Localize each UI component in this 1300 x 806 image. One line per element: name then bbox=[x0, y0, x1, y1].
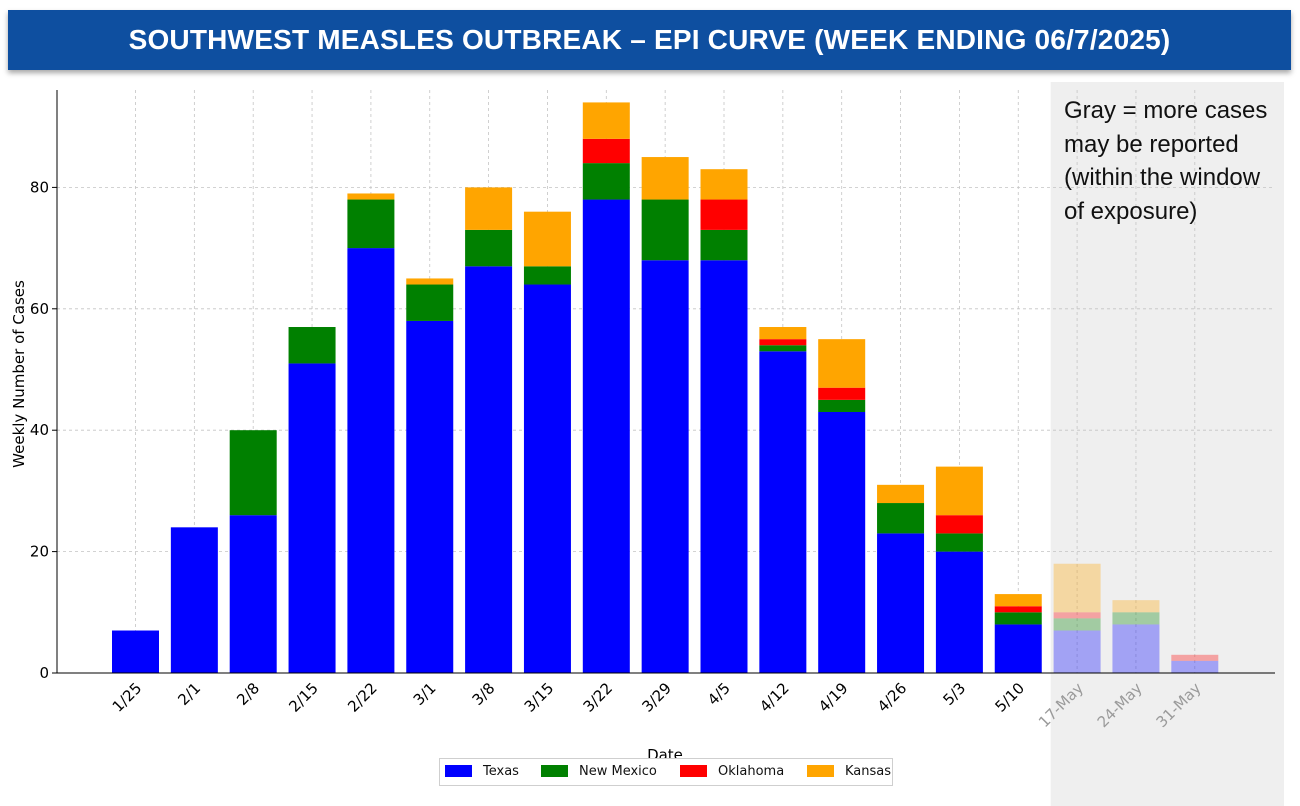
bar-texas bbox=[288, 363, 336, 673]
bar-texas bbox=[406, 320, 454, 673]
x-tick-label: 4/19 bbox=[815, 679, 852, 716]
legend: Texas New Mexico Oklahoma Kansas bbox=[439, 758, 893, 786]
bar-kansas bbox=[1053, 563, 1101, 613]
bar-new-mexico bbox=[465, 229, 513, 267]
y-tick-label: 40 bbox=[30, 421, 49, 439]
x-tick-label: 3/1 bbox=[410, 679, 440, 709]
bar-texas bbox=[1171, 660, 1219, 673]
y-tick-label: 80 bbox=[30, 178, 49, 196]
bar-texas bbox=[700, 260, 748, 673]
bar-kansas bbox=[582, 102, 630, 139]
bar-texas bbox=[582, 199, 630, 674]
x-tick-label: 3/8 bbox=[469, 679, 499, 709]
bar-oklahoma bbox=[935, 515, 983, 534]
bar-texas bbox=[465, 266, 513, 673]
x-tick-label: 5/10 bbox=[992, 679, 1029, 716]
title-banner: SOUTHWEST MEASLES OUTBREAK – EPI CURVE (… bbox=[8, 10, 1291, 70]
bar-texas bbox=[170, 527, 218, 673]
bar-oklahoma bbox=[700, 199, 748, 230]
bar-new-mexico bbox=[1053, 618, 1101, 631]
bar-oklahoma bbox=[759, 339, 807, 346]
bar-texas bbox=[935, 551, 983, 673]
bar-new-mexico bbox=[406, 284, 454, 321]
y-axis-label: Weekly Number of Cases bbox=[10, 280, 28, 468]
bar-oklahoma bbox=[818, 387, 866, 400]
legend-label: Oklahoma bbox=[718, 764, 785, 779]
bar-kansas bbox=[465, 187, 513, 230]
bar-new-mexico bbox=[700, 229, 748, 261]
bar-new-mexico bbox=[1112, 612, 1160, 625]
bar-kansas bbox=[818, 339, 866, 388]
pending-reporting-region bbox=[1050, 82, 1284, 806]
bar-texas bbox=[877, 533, 925, 673]
bar-texas bbox=[994, 624, 1042, 673]
legend-label: New Mexico bbox=[579, 764, 657, 779]
x-tick-label: 4/5 bbox=[704, 679, 734, 709]
y-tick-label: 20 bbox=[30, 543, 49, 561]
axes bbox=[52, 90, 1275, 674]
bar-new-mexico bbox=[288, 327, 336, 364]
x-tick-label: 2/22 bbox=[344, 679, 381, 716]
bar-texas bbox=[1112, 624, 1160, 673]
bar-texas bbox=[112, 630, 159, 673]
bar-oklahoma bbox=[1171, 654, 1219, 661]
legend-swatch bbox=[680, 765, 707, 777]
legend-swatch bbox=[807, 765, 834, 777]
bar-oklahoma bbox=[994, 606, 1042, 613]
legend-swatch bbox=[541, 765, 568, 777]
bar-kansas bbox=[700, 169, 748, 200]
bar-kansas bbox=[994, 594, 1042, 607]
bar-new-mexico bbox=[994, 612, 1042, 625]
y-tick-label: 60 bbox=[30, 300, 49, 318]
bar-kansas bbox=[347, 193, 395, 200]
chart-title: SOUTHWEST MEASLES OUTBREAK – EPI CURVE (… bbox=[128, 24, 1171, 55]
bar-new-mexico bbox=[818, 399, 866, 412]
x-tick-label: 4/12 bbox=[756, 679, 793, 716]
x-tick-label: 3/22 bbox=[580, 679, 617, 716]
bar-new-mexico bbox=[641, 199, 689, 261]
bar-texas bbox=[759, 351, 807, 673]
bar-kansas bbox=[877, 484, 925, 504]
bar-new-mexico bbox=[582, 163, 630, 200]
bar-new-mexico bbox=[229, 430, 277, 516]
bar-oklahoma bbox=[1053, 612, 1101, 619]
bar-kansas bbox=[641, 157, 689, 200]
bar-texas bbox=[523, 284, 571, 673]
bar-new-mexico bbox=[935, 533, 983, 552]
legend-swatch bbox=[445, 765, 472, 777]
bar-kansas bbox=[1112, 600, 1160, 613]
legend-label: Texas bbox=[483, 764, 519, 779]
bar-texas bbox=[1053, 630, 1101, 673]
pending-note: Gray = more cases may be reported (withi… bbox=[1064, 97, 1268, 225]
bar-new-mexico bbox=[759, 345, 807, 352]
x-tick-label: 1/25 bbox=[109, 679, 146, 716]
x-tick-label: 2/15 bbox=[285, 679, 322, 716]
bar-kansas bbox=[935, 466, 983, 516]
y-tick-labels: 0 20 40 60 80 bbox=[30, 178, 49, 682]
bar-texas bbox=[229, 515, 277, 673]
bars bbox=[112, 102, 1219, 674]
bar-new-mexico bbox=[523, 266, 571, 285]
x-tick-label: 5/3 bbox=[939, 679, 969, 709]
y-tick-label: 0 bbox=[39, 664, 49, 682]
bar-kansas bbox=[759, 327, 807, 340]
bar-texas bbox=[641, 260, 689, 673]
bar-texas bbox=[347, 248, 395, 673]
bar-kansas bbox=[523, 211, 571, 267]
bar-kansas bbox=[406, 278, 454, 285]
bar-oklahoma bbox=[582, 138, 630, 164]
x-tick-labels: 1/25 2/1 2/8 2/15 2/22 3/1 3/8 3/15 3/22 3/29 4/5 4… bbox=[109, 679, 1205, 731]
x-tick-label: 3/15 bbox=[521, 679, 558, 716]
legend-label: Kansas bbox=[845, 764, 892, 779]
x-tick-label: 2/8 bbox=[233, 679, 263, 709]
bar-new-mexico bbox=[877, 503, 925, 534]
x-tick-label: 2/1 bbox=[174, 679, 204, 709]
x-tick-label: 3/29 bbox=[638, 679, 675, 716]
bar-new-mexico bbox=[347, 199, 395, 249]
x-tick-label: 4/26 bbox=[874, 679, 911, 716]
bar-texas bbox=[818, 411, 866, 673]
